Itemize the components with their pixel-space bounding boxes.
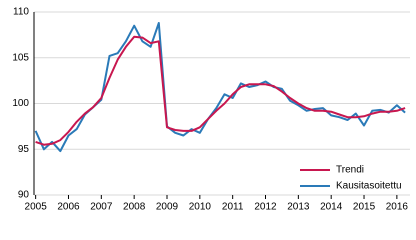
- x-tick-label: 2014: [320, 202, 343, 213]
- x-tick-label: 2005: [25, 202, 48, 213]
- y-tick-label: 105: [12, 52, 29, 63]
- series-line: [35, 35, 406, 146]
- x-tick-label: 2006: [57, 202, 80, 213]
- y-tick-label: 100: [12, 98, 29, 109]
- y-tick-label: 90: [18, 190, 30, 201]
- x-tick-label: 2010: [189, 202, 212, 213]
- x-tick-label: 2013: [287, 202, 310, 213]
- x-tick-label: 2009: [156, 202, 179, 213]
- x-tick-label: 2012: [254, 202, 277, 213]
- x-tick-label: 2016: [386, 202, 409, 213]
- x-tick-label: 2015: [353, 202, 376, 213]
- x-tick-label: 2011: [222, 202, 244, 213]
- y-tick-label: 110: [13, 7, 29, 18]
- x-tick-label: 2008: [123, 202, 146, 213]
- legend-label: Trendi: [336, 165, 364, 176]
- legend-label: Kausitasoitettu: [336, 181, 402, 192]
- x-tick-label: 2007: [90, 202, 113, 213]
- series-line: [34, 22, 406, 153]
- chart: 90 95 100 105 110 2005 2006 2007 2008 2009 2010 201…: [12, 7, 410, 213]
- y-tick-label: 95: [18, 144, 30, 155]
